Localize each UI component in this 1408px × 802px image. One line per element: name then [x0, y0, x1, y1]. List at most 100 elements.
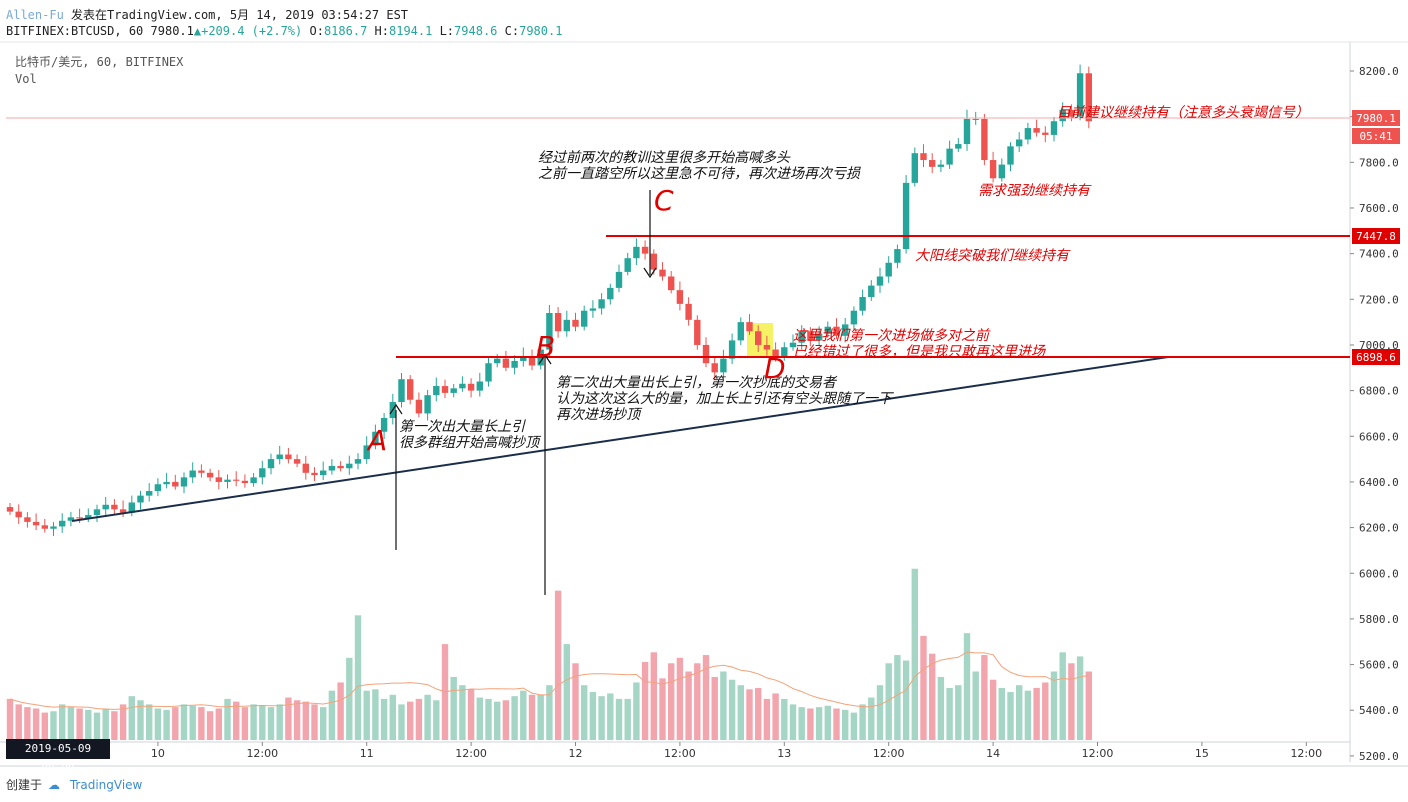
candle-body — [728, 340, 736, 359]
volume-bar — [320, 707, 327, 740]
volume-bar — [198, 707, 205, 740]
volume-bar — [929, 653, 936, 740]
candle-body — [146, 491, 153, 496]
volume-bar — [563, 644, 570, 740]
volume-bar — [146, 704, 153, 740]
volume-bar — [894, 655, 901, 740]
note-b-line3: 再次进场抄顶 — [556, 407, 643, 423]
low-value: 7948.6 — [454, 24, 498, 38]
candle-body — [1085, 73, 1092, 122]
candle-body — [563, 319, 570, 332]
note-breakout: 大阳线突破我们继续持有 — [915, 248, 1071, 264]
candle-body — [459, 383, 466, 389]
candle-body — [633, 246, 640, 259]
note-c-line1: 经过前两次的教训这里很多开始高喊多头 — [538, 150, 791, 166]
volume-bar — [6, 698, 14, 740]
volume-bar — [537, 694, 544, 740]
candle-body — [415, 399, 423, 414]
candle-body — [955, 144, 962, 149]
candle-body — [989, 160, 997, 179]
candle-body — [755, 331, 762, 345]
volume-bar — [407, 701, 414, 740]
candle-body — [528, 356, 536, 366]
trend-line — [71, 356, 1169, 522]
date-flag: 2019-05-09 00:00 — [6, 739, 110, 775]
candle-body — [694, 319, 701, 345]
candle-body — [685, 303, 692, 320]
volume-bar — [119, 704, 127, 740]
candle-body — [485, 363, 492, 382]
volume-bar — [781, 698, 788, 740]
volume-bar — [554, 590, 562, 740]
price-tick-label: 5400.0 — [1359, 704, 1399, 717]
candle-body — [494, 358, 501, 364]
candle-body — [554, 312, 562, 332]
volume-bar — [415, 698, 423, 740]
volume-bar — [494, 701, 501, 740]
volume-bar — [111, 711, 118, 740]
price-tick-label: 7200.0 — [1359, 293, 1399, 306]
volume-bar — [728, 679, 736, 740]
created-by: 创建于 — [6, 778, 43, 792]
candle-body — [624, 258, 631, 272]
time-tick-label: 12:00 — [873, 747, 905, 760]
author-name[interactable]: Allen-Fu — [6, 8, 64, 22]
volume-bar — [607, 693, 614, 740]
candle-body — [737, 322, 744, 341]
candle-body — [824, 326, 831, 334]
price-tick-label: 6400.0 — [1359, 476, 1399, 489]
volume-bar — [998, 687, 1005, 740]
volume-bar — [50, 711, 57, 740]
volume-bar — [328, 690, 336, 740]
candle-body — [676, 290, 684, 304]
candle-body — [789, 342, 797, 348]
volume-bar — [485, 698, 492, 740]
volume-bar — [337, 682, 344, 740]
volume-bar — [24, 707, 31, 740]
candle-body — [650, 253, 657, 270]
candle-body — [198, 470, 205, 473]
volume-bar — [989, 679, 997, 740]
volume-bar — [241, 707, 249, 740]
note-demand: 需求强劲继续持有 — [978, 183, 1092, 199]
candle-body — [259, 468, 266, 478]
volume-bar — [902, 660, 910, 740]
volume-bar — [859, 704, 866, 740]
volume-bar — [1068, 663, 1075, 740]
volume-bar — [250, 704, 257, 740]
volume-bar — [276, 704, 283, 740]
candle-body — [781, 347, 788, 357]
candle-body — [276, 454, 283, 460]
volume-bar — [467, 689, 475, 740]
candle-body — [433, 386, 440, 396]
candle-body — [859, 297, 866, 311]
candle-body — [380, 418, 388, 432]
volume-bar — [868, 697, 875, 740]
symbol-label: 比特币/美元, 60, BITFINEX — [15, 55, 184, 69]
volume-bar — [380, 698, 388, 740]
volume-bar — [154, 708, 162, 740]
tradingview-brand[interactable]: TradingView — [69, 778, 143, 792]
volume-bar — [702, 655, 710, 740]
candle-body — [546, 312, 553, 350]
volume-bar — [459, 685, 466, 740]
candle-body — [267, 459, 275, 469]
price-tick-label: 7600.0 — [1359, 202, 1399, 215]
candle-body — [1033, 128, 1040, 133]
label-c: C — [654, 184, 674, 217]
candle-body — [641, 246, 649, 254]
volume-bar — [267, 707, 275, 740]
note-d-line2: 已经错过了很多，但是我只敢再这里进场 — [793, 344, 1046, 360]
change-value: +209.4 (+2.7%) — [201, 24, 303, 38]
price-tick-label: 6200.0 — [1359, 522, 1399, 535]
open-value: 8186.7 — [323, 24, 368, 38]
volume-label: Vol — [15, 72, 37, 86]
tradingview-logo-icon[interactable]: ☁ — [48, 778, 61, 792]
time-tick-label: 15 — [1195, 747, 1209, 760]
note-b-line1: 第二次出大量出长上引，第一次抄底的交易者 — [556, 375, 838, 391]
label-a: A — [366, 424, 387, 457]
time-tick-label: 12 — [569, 747, 583, 760]
candle-body — [572, 319, 579, 327]
volume-bar — [963, 633, 971, 740]
